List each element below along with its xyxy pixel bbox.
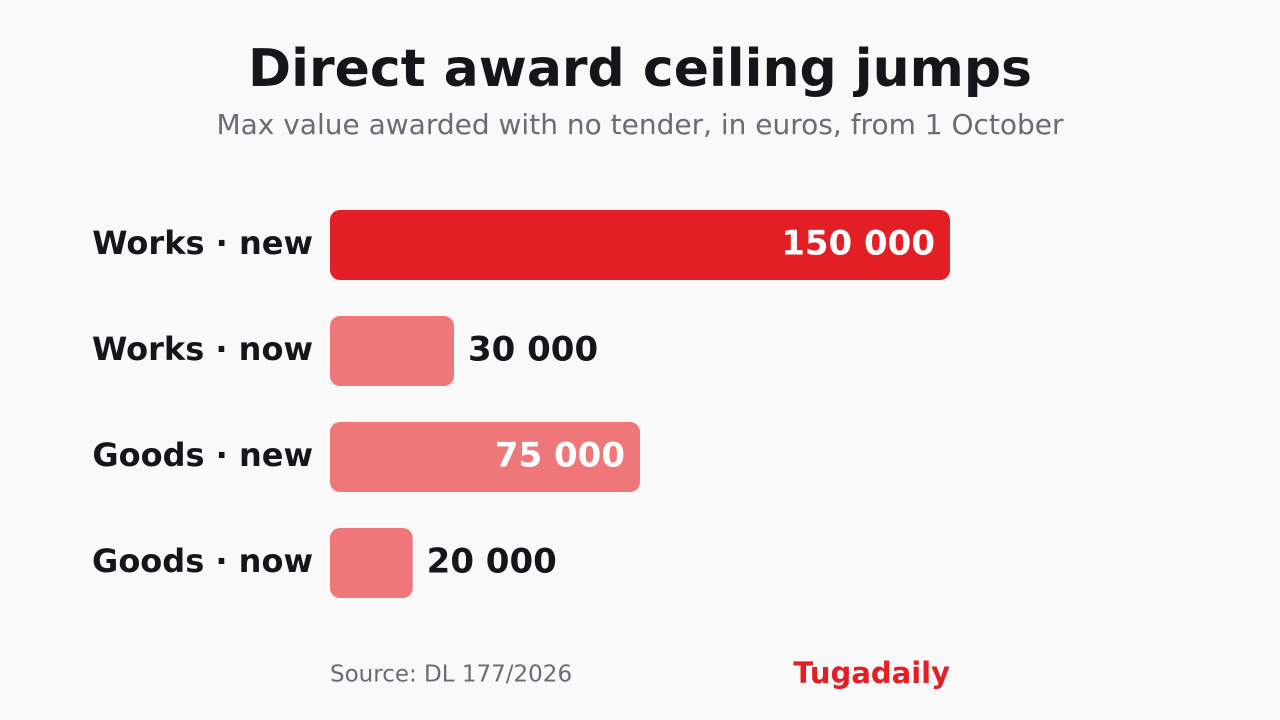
category-label: Works · new	[92, 224, 313, 262]
value-label: 75 000	[495, 436, 625, 476]
bar	[330, 528, 413, 598]
bar	[330, 422, 640, 492]
value-label: 150 000	[781, 224, 935, 264]
value-label: 30 000	[468, 330, 598, 370]
bar	[330, 316, 454, 386]
category-label: Goods · now	[92, 542, 313, 580]
category-label: Works · now	[92, 330, 313, 368]
bar	[330, 210, 950, 280]
chart-subtitle: Max value awarded with no tender, in eur…	[216, 108, 1064, 141]
brand: Tugadaily	[793, 656, 950, 690]
source: Source: DL 177/2026	[330, 662, 572, 688]
chart-title: Direct award ceiling jumps	[248, 39, 1032, 99]
value-label: 20 000	[427, 542, 557, 582]
category-label: Goods · new	[92, 436, 313, 474]
